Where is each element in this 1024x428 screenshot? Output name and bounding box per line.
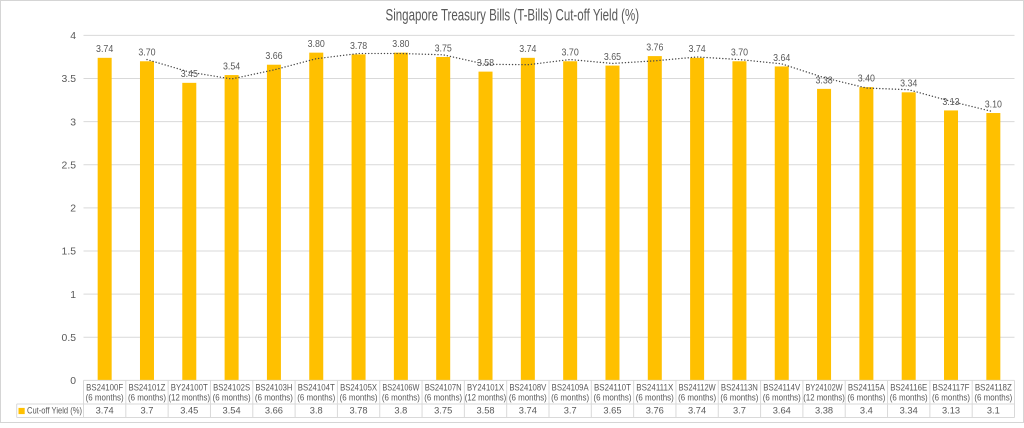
svg-text:(6 months): (6 months) bbox=[551, 392, 589, 402]
svg-text:(6 months): (6 months) bbox=[636, 392, 674, 402]
svg-text:BS24105X: BS24105X bbox=[340, 383, 377, 393]
svg-text:3.65: 3.65 bbox=[603, 405, 621, 415]
svg-text:3.1: 3.1 bbox=[987, 405, 1000, 415]
svg-text:2.5: 2.5 bbox=[62, 160, 77, 171]
svg-text:BS24114V: BS24114V bbox=[763, 383, 801, 393]
svg-text:3.13: 3.13 bbox=[942, 405, 960, 415]
svg-text:BS24108V: BS24108V bbox=[509, 383, 547, 393]
svg-text:BS24103H: BS24103H bbox=[255, 383, 292, 393]
svg-text:3.75: 3.75 bbox=[434, 405, 452, 415]
svg-text:BS24107N: BS24107N bbox=[425, 383, 462, 393]
svg-text:BS24117F: BS24117F bbox=[933, 383, 970, 393]
svg-text:3.76: 3.76 bbox=[646, 43, 663, 54]
svg-text:3.10: 3.10 bbox=[985, 99, 1002, 110]
svg-text:3.64: 3.64 bbox=[773, 53, 790, 64]
svg-text:3.54: 3.54 bbox=[223, 61, 240, 72]
svg-text:3.70: 3.70 bbox=[731, 48, 748, 59]
svg-text:BY24102W: BY24102W bbox=[806, 383, 843, 393]
svg-text:3.40: 3.40 bbox=[858, 74, 875, 85]
svg-text:(12 months): (12 months) bbox=[803, 392, 845, 402]
svg-text:3: 3 bbox=[70, 117, 76, 128]
svg-text:3.54: 3.54 bbox=[223, 405, 241, 415]
svg-text:3.4: 3.4 bbox=[860, 405, 873, 415]
svg-text:(6 months): (6 months) bbox=[847, 392, 885, 402]
svg-text:(12 months): (12 months) bbox=[465, 392, 507, 402]
svg-text:3.38: 3.38 bbox=[815, 405, 833, 415]
svg-text:(6 months): (6 months) bbox=[932, 392, 970, 402]
svg-text:3.5: 3.5 bbox=[62, 74, 77, 85]
svg-text:1: 1 bbox=[70, 290, 76, 301]
svg-text:3.75: 3.75 bbox=[435, 43, 452, 54]
svg-text:3.8: 3.8 bbox=[394, 405, 407, 415]
svg-text:3.45: 3.45 bbox=[181, 69, 198, 80]
svg-text:3.74: 3.74 bbox=[519, 44, 536, 55]
svg-text:(6 months): (6 months) bbox=[593, 392, 631, 402]
svg-text:BS24100F: BS24100F bbox=[86, 383, 123, 393]
svg-text:1.5: 1.5 bbox=[62, 247, 77, 258]
svg-text:3.74: 3.74 bbox=[96, 405, 114, 415]
svg-text:(6 months): (6 months) bbox=[890, 392, 928, 402]
svg-text:(6 months): (6 months) bbox=[720, 392, 758, 402]
svg-text:3.80: 3.80 bbox=[308, 39, 325, 50]
svg-text:BS24110T: BS24110T bbox=[594, 383, 631, 393]
svg-text:(6 months): (6 months) bbox=[678, 392, 716, 402]
svg-text:3.65: 3.65 bbox=[604, 52, 621, 63]
svg-text:Singapore Treasury Bills (T-Bi: Singapore Treasury Bills (T-Bills) Cut-o… bbox=[386, 6, 640, 24]
svg-text:3.34: 3.34 bbox=[900, 79, 917, 90]
svg-text:BS24102S: BS24102S bbox=[213, 383, 250, 393]
svg-text:BY24100T: BY24100T bbox=[171, 383, 208, 393]
svg-text:(6 months): (6 months) bbox=[424, 392, 462, 402]
svg-text:3.8: 3.8 bbox=[310, 405, 323, 415]
svg-text:BS24113N: BS24113N bbox=[721, 383, 758, 393]
svg-text:3.70: 3.70 bbox=[562, 48, 579, 59]
svg-text:3.70: 3.70 bbox=[138, 48, 155, 59]
svg-text:3.34: 3.34 bbox=[900, 405, 918, 415]
svg-text:3.45: 3.45 bbox=[180, 405, 198, 415]
svg-text:3.13: 3.13 bbox=[942, 97, 959, 108]
svg-text:3.64: 3.64 bbox=[773, 405, 791, 415]
svg-text:3.58: 3.58 bbox=[476, 405, 494, 415]
svg-text:(6 months): (6 months) bbox=[763, 392, 801, 402]
svg-text:BY24101X: BY24101X bbox=[467, 383, 504, 393]
svg-text:(6 months): (6 months) bbox=[297, 392, 335, 402]
svg-text:BS24115A: BS24115A bbox=[848, 383, 886, 393]
svg-text:4: 4 bbox=[70, 31, 76, 42]
svg-text:(6 months): (6 months) bbox=[128, 392, 166, 402]
svg-text:(6 months): (6 months) bbox=[509, 392, 547, 402]
svg-text:3.66: 3.66 bbox=[265, 51, 282, 62]
svg-text:3.66: 3.66 bbox=[265, 405, 283, 415]
svg-text:BS24118Z: BS24118Z bbox=[975, 383, 1012, 393]
svg-text:BS24116E: BS24116E bbox=[890, 383, 927, 393]
svg-text:BS24109A: BS24109A bbox=[552, 383, 590, 393]
svg-text:3.76: 3.76 bbox=[646, 405, 664, 415]
svg-text:2: 2 bbox=[70, 204, 76, 215]
svg-text:(6 months): (6 months) bbox=[382, 392, 420, 402]
svg-text:BS24106W: BS24106W bbox=[382, 383, 419, 393]
svg-text:3.74: 3.74 bbox=[689, 44, 706, 55]
svg-text:BS24112W: BS24112W bbox=[679, 383, 716, 393]
svg-text:(6 months): (6 months) bbox=[974, 392, 1012, 402]
svg-text:3.7: 3.7 bbox=[564, 405, 577, 415]
svg-text:0.5: 0.5 bbox=[62, 333, 77, 344]
svg-text:3.38: 3.38 bbox=[815, 75, 832, 86]
svg-text:BS24101Z: BS24101Z bbox=[128, 383, 165, 393]
svg-text:(12 months): (12 months) bbox=[169, 392, 211, 402]
svg-text:3.74: 3.74 bbox=[96, 44, 113, 55]
svg-text:3.7: 3.7 bbox=[733, 405, 746, 415]
svg-text:0: 0 bbox=[70, 376, 76, 387]
svg-text:BS24104T: BS24104T bbox=[298, 383, 335, 393]
svg-text:3.78: 3.78 bbox=[350, 405, 368, 415]
svg-text:3.7: 3.7 bbox=[141, 405, 154, 415]
svg-text:3.74: 3.74 bbox=[688, 405, 706, 415]
svg-text:(6 months): (6 months) bbox=[255, 392, 293, 402]
svg-text:(6 months): (6 months) bbox=[340, 392, 378, 402]
svg-text:3.58: 3.58 bbox=[477, 58, 494, 69]
svg-text:(6 months): (6 months) bbox=[86, 392, 124, 402]
svg-text:Cut-off Yield (%): Cut-off Yield (%) bbox=[27, 405, 82, 415]
svg-text:3.74: 3.74 bbox=[519, 405, 537, 415]
svg-text:3.80: 3.80 bbox=[392, 39, 409, 50]
svg-text:(6 months): (6 months) bbox=[213, 392, 251, 402]
svg-text:3.78: 3.78 bbox=[350, 41, 367, 52]
svg-text:BS24111X: BS24111X bbox=[636, 383, 673, 393]
